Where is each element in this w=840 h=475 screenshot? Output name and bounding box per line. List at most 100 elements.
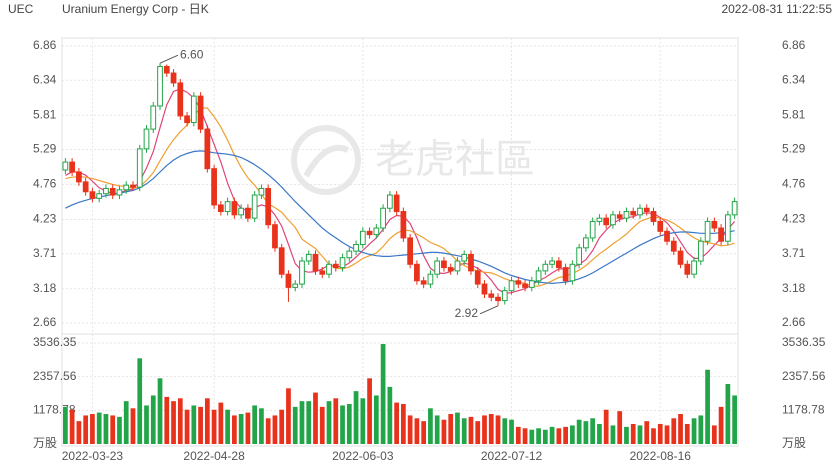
candle-body bbox=[400, 211, 407, 239]
volume-bar bbox=[191, 405, 197, 444]
x-tick-label: 2022-03-23 bbox=[62, 449, 124, 463]
volume-bar bbox=[204, 398, 210, 444]
volume-bar bbox=[367, 378, 372, 444]
volume-bar bbox=[563, 426, 568, 444]
candle-body bbox=[670, 240, 677, 252]
annotation-leader bbox=[159, 54, 179, 64]
candle-body bbox=[346, 250, 353, 259]
volume-bar bbox=[441, 419, 447, 444]
y-tick-label-left: 5.81 bbox=[33, 107, 57, 121]
candle-body bbox=[610, 214, 616, 226]
candle-body bbox=[454, 260, 461, 272]
volume-bar bbox=[326, 401, 332, 444]
candle-body bbox=[224, 201, 231, 213]
volume-bar bbox=[360, 398, 366, 444]
candle-body bbox=[603, 217, 610, 226]
volume-bar bbox=[475, 421, 481, 444]
candle-body bbox=[197, 95, 204, 130]
volume-bar bbox=[164, 396, 170, 444]
y-tick-label-left: 2.66 bbox=[33, 315, 57, 329]
volume-bar bbox=[259, 408, 264, 444]
candle-body bbox=[508, 280, 515, 292]
volume-bar bbox=[576, 419, 582, 444]
volume-bar bbox=[198, 406, 203, 444]
watermark: 老虎社區 bbox=[375, 138, 535, 182]
stock-name: Uranium Energy Corp - 日K bbox=[62, 2, 209, 16]
volume-bar bbox=[624, 426, 629, 444]
candle-body bbox=[123, 184, 130, 191]
volume-bar bbox=[292, 406, 298, 444]
ma-line bbox=[65, 150, 735, 285]
volume-bar bbox=[401, 404, 406, 444]
candle-body bbox=[542, 263, 549, 272]
volume-bar bbox=[394, 402, 399, 444]
volume-bar bbox=[705, 369, 710, 444]
volume-bar bbox=[597, 424, 602, 444]
y-tick-label-right: 6.34 bbox=[782, 72, 806, 86]
y-tick-label-right: 4.23 bbox=[782, 212, 806, 226]
candle-body bbox=[731, 201, 738, 216]
volume-bar bbox=[144, 405, 149, 444]
x-tick-label: 2022-07-12 bbox=[481, 449, 543, 463]
candle-body bbox=[272, 224, 278, 249]
candle-body bbox=[157, 65, 163, 107]
plot-frame bbox=[61, 37, 739, 447]
candle-body bbox=[265, 187, 272, 226]
volume-bar bbox=[157, 378, 163, 444]
candle-body bbox=[69, 161, 76, 173]
volume-bar bbox=[515, 426, 521, 444]
annotation-leader bbox=[479, 305, 499, 315]
watermark-logo bbox=[291, 125, 361, 195]
candle-body bbox=[143, 128, 150, 150]
candle-body bbox=[163, 65, 170, 74]
volume-bar bbox=[549, 426, 555, 444]
candle-body bbox=[217, 204, 224, 213]
volume-bar bbox=[536, 428, 541, 444]
candle-body bbox=[204, 128, 211, 170]
volume-bar bbox=[110, 415, 116, 444]
candle-body bbox=[170, 72, 177, 84]
candle-body bbox=[292, 283, 299, 288]
volume-bar bbox=[522, 428, 528, 444]
volume-bar bbox=[610, 425, 616, 444]
volume-bar bbox=[617, 411, 623, 444]
candle-body bbox=[353, 244, 359, 252]
candle-body bbox=[136, 148, 143, 188]
candle-body bbox=[555, 260, 562, 269]
volume-bar bbox=[570, 425, 575, 444]
candle-body bbox=[677, 250, 684, 265]
candle-body bbox=[245, 207, 251, 219]
volume-bar bbox=[657, 424, 663, 444]
volume-bar bbox=[495, 415, 501, 444]
candle-body bbox=[528, 280, 535, 288]
candle-body bbox=[366, 230, 373, 236]
candle-body bbox=[515, 280, 522, 285]
volume-bar bbox=[380, 344, 386, 444]
volume-bar bbox=[150, 395, 156, 444]
candle-body bbox=[326, 263, 332, 275]
volume-bar bbox=[96, 412, 102, 444]
candle-body bbox=[103, 187, 109, 195]
y-tick-label-left: 3.71 bbox=[33, 246, 57, 260]
candle-body bbox=[522, 283, 528, 288]
candle-body bbox=[711, 220, 718, 229]
candle-body bbox=[251, 194, 258, 219]
volume-bar bbox=[319, 406, 325, 444]
y-tick-label-left: 2357.56 bbox=[33, 369, 77, 383]
candle-body bbox=[643, 207, 650, 213]
x-tick-label: 2022-08-16 bbox=[630, 449, 692, 463]
candle-body bbox=[278, 247, 285, 275]
y-tick-label-left: 1178.78 bbox=[33, 403, 76, 417]
volume-bar bbox=[583, 421, 589, 444]
timestamp: 2022-08-31 11:22:55 bbox=[721, 2, 832, 16]
volume-bar bbox=[664, 425, 670, 444]
volume-bar bbox=[353, 391, 359, 444]
candle-body bbox=[184, 115, 190, 124]
candle-body bbox=[82, 181, 89, 193]
y-tick-label-right: 3.71 bbox=[782, 246, 806, 260]
volume-bar bbox=[698, 415, 704, 444]
volume-bar bbox=[69, 409, 75, 444]
candle-body bbox=[109, 187, 116, 196]
volume-bar bbox=[177, 398, 183, 444]
candle-body bbox=[704, 220, 711, 242]
